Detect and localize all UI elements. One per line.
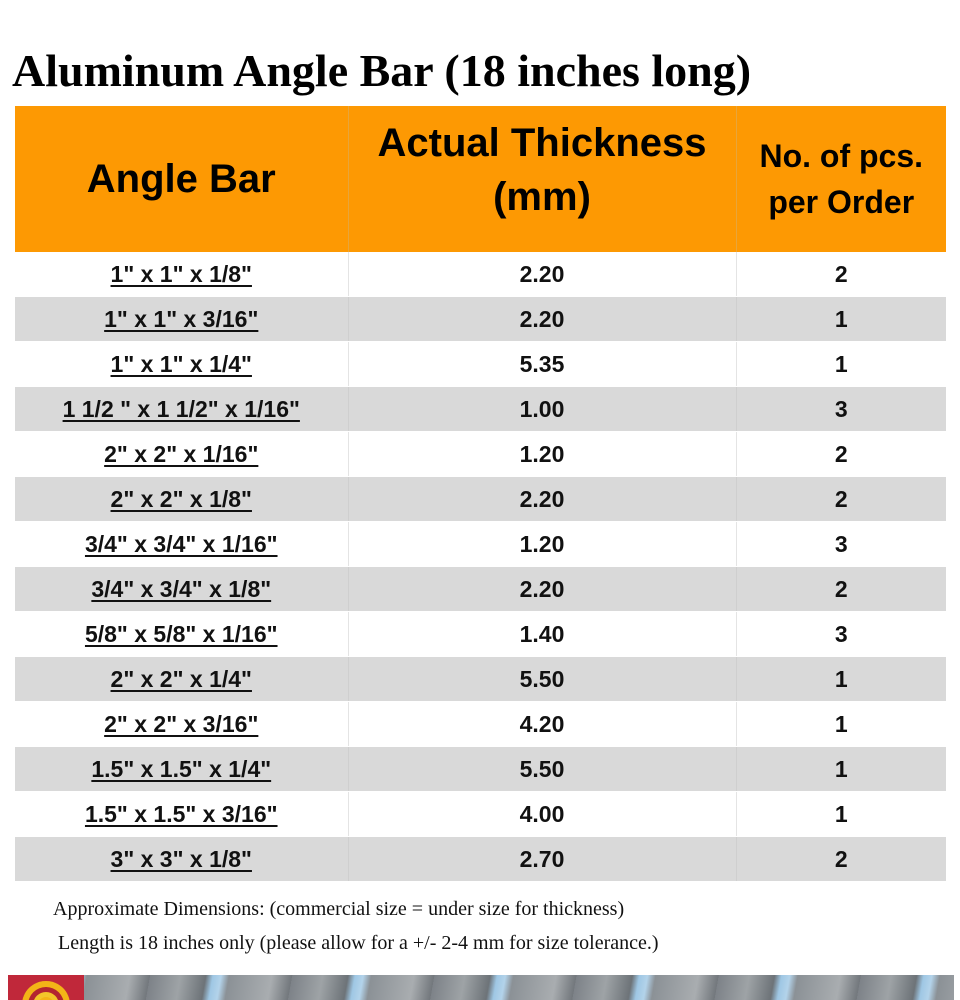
angle-bar-spec-table: Angle Bar Actual Thickness (mm) No. of p…	[15, 106, 946, 882]
angle-bar-size-link[interactable]: 1.5" x 1.5" x 3/16"	[15, 791, 349, 837]
thickness-value: 1.40	[348, 611, 737, 657]
pcs-value: 1	[736, 791, 946, 837]
pcs-value: 3	[736, 611, 946, 657]
pcs-value: 2	[736, 836, 946, 882]
page-title: Aluminum Angle Bar (18 inches long)	[12, 45, 752, 96]
header-pcs-line1: No. of pcs.	[759, 138, 924, 174]
angle-bar-size-link[interactable]: 2" x 2" x 1/16"	[15, 431, 349, 477]
pcs-value: 1	[736, 656, 946, 702]
header-thickness-line1: Actual Thickness	[377, 121, 707, 165]
thickness-value: 5.50	[348, 746, 737, 792]
aluminum-angle-bars-photo	[8, 975, 954, 1000]
brand-logo-icon	[8, 975, 84, 1000]
angle-bar-size-link[interactable]: 1" x 1" x 1/4"	[15, 341, 349, 387]
header-actual-thickness: Actual Thickness (mm)	[348, 106, 737, 252]
table-row: 2" x 2" x 1/4" 5.50 1	[15, 656, 946, 702]
table-row: 1 1/2 " x 1 1/2" x 1/16" 1.00 3	[15, 386, 946, 432]
thickness-value: 2.20	[348, 476, 737, 522]
angle-bar-size-link[interactable]: 1 1/2 " x 1 1/2" x 1/16"	[15, 386, 349, 432]
pcs-value: 1	[736, 701, 946, 747]
pcs-value: 1	[736, 341, 946, 387]
thickness-value: 4.20	[348, 701, 737, 747]
pcs-value: 2	[736, 476, 946, 522]
thickness-value: 1.00	[348, 386, 737, 432]
pcs-value: 3	[736, 386, 946, 432]
pcs-value: 2	[736, 431, 946, 477]
pcs-value: 2	[736, 566, 946, 612]
angle-bar-size-link[interactable]: 1" x 1" x 1/8"	[15, 252, 349, 297]
table-row: 1.5" x 1.5" x 3/16" 4.00 1	[15, 791, 946, 837]
header-pcs-per-order: No. of pcs. per Order	[736, 106, 946, 252]
thickness-value: 5.35	[348, 341, 737, 387]
table-row: 5/8" x 5/8" x 1/16" 1.40 3	[15, 611, 946, 657]
thickness-value: 2.20	[348, 296, 737, 342]
angle-bar-size-link[interactable]: 2" x 2" x 1/8"	[15, 476, 349, 522]
angle-bar-size-link[interactable]: 3" x 3" x 1/8"	[15, 836, 349, 882]
header-pcs-line2: per Order	[768, 184, 915, 220]
approximate-dimensions-note: Approximate Dimensions: (commercial size…	[53, 898, 625, 920]
pcs-value: 1	[736, 746, 946, 792]
thickness-value: 1.20	[348, 431, 737, 477]
table-row: 1" x 1" x 3/16" 2.20 1	[15, 296, 946, 342]
thickness-value: 5.50	[348, 656, 737, 702]
table-row: 3" x 3" x 1/8" 2.70 2	[15, 836, 946, 882]
angle-bar-size-link[interactable]: 2" x 2" x 1/4"	[15, 656, 349, 702]
pcs-value: 2	[736, 252, 946, 297]
table-row: 2" x 2" x 1/8" 2.20 2	[15, 476, 946, 522]
table-row: 3/4" x 3/4" x 1/8" 2.20 2	[15, 566, 946, 612]
table-header-row: Angle Bar Actual Thickness (mm) No. of p…	[15, 106, 946, 252]
angle-bar-size-link[interactable]: 3/4" x 3/4" x 1/8"	[15, 566, 349, 612]
thickness-value: 2.20	[348, 252, 737, 297]
angle-bar-size-link[interactable]: 5/8" x 5/8" x 1/16"	[15, 611, 349, 657]
angle-bar-size-link[interactable]: 2" x 2" x 3/16"	[15, 701, 349, 747]
header-thickness-line2: (mm)	[493, 175, 591, 219]
thickness-value: 4.00	[348, 791, 737, 837]
angle-bar-size-link[interactable]: 1" x 1" x 3/16"	[15, 296, 349, 342]
pcs-value: 1	[736, 296, 946, 342]
table-row: 2" x 2" x 3/16" 4.20 1	[15, 701, 946, 747]
table-row: 3/4" x 3/4" x 1/16" 1.20 3	[15, 521, 946, 567]
thickness-value: 1.20	[348, 521, 737, 567]
angle-bar-size-link[interactable]: 3/4" x 3/4" x 1/16"	[15, 521, 349, 567]
thickness-value: 2.20	[348, 566, 737, 612]
header-angle-bar: Angle Bar	[15, 106, 349, 252]
thickness-value: 2.70	[348, 836, 737, 882]
table-row: 1" x 1" x 1/4" 5.35 1	[15, 341, 946, 387]
length-tolerance-note: Length is 18 inches only (please allow f…	[58, 932, 659, 954]
table-row: 2" x 2" x 1/16" 1.20 2	[15, 431, 946, 477]
table-row: 1" x 1" x 1/8" 2.20 2	[15, 252, 946, 297]
logo-emblem-icon	[22, 981, 70, 1000]
angle-bar-size-link[interactable]: 1.5" x 1.5" x 1/4"	[15, 746, 349, 792]
table-row: 1.5" x 1.5" x 1/4" 5.50 1	[15, 746, 946, 792]
pcs-value: 3	[736, 521, 946, 567]
